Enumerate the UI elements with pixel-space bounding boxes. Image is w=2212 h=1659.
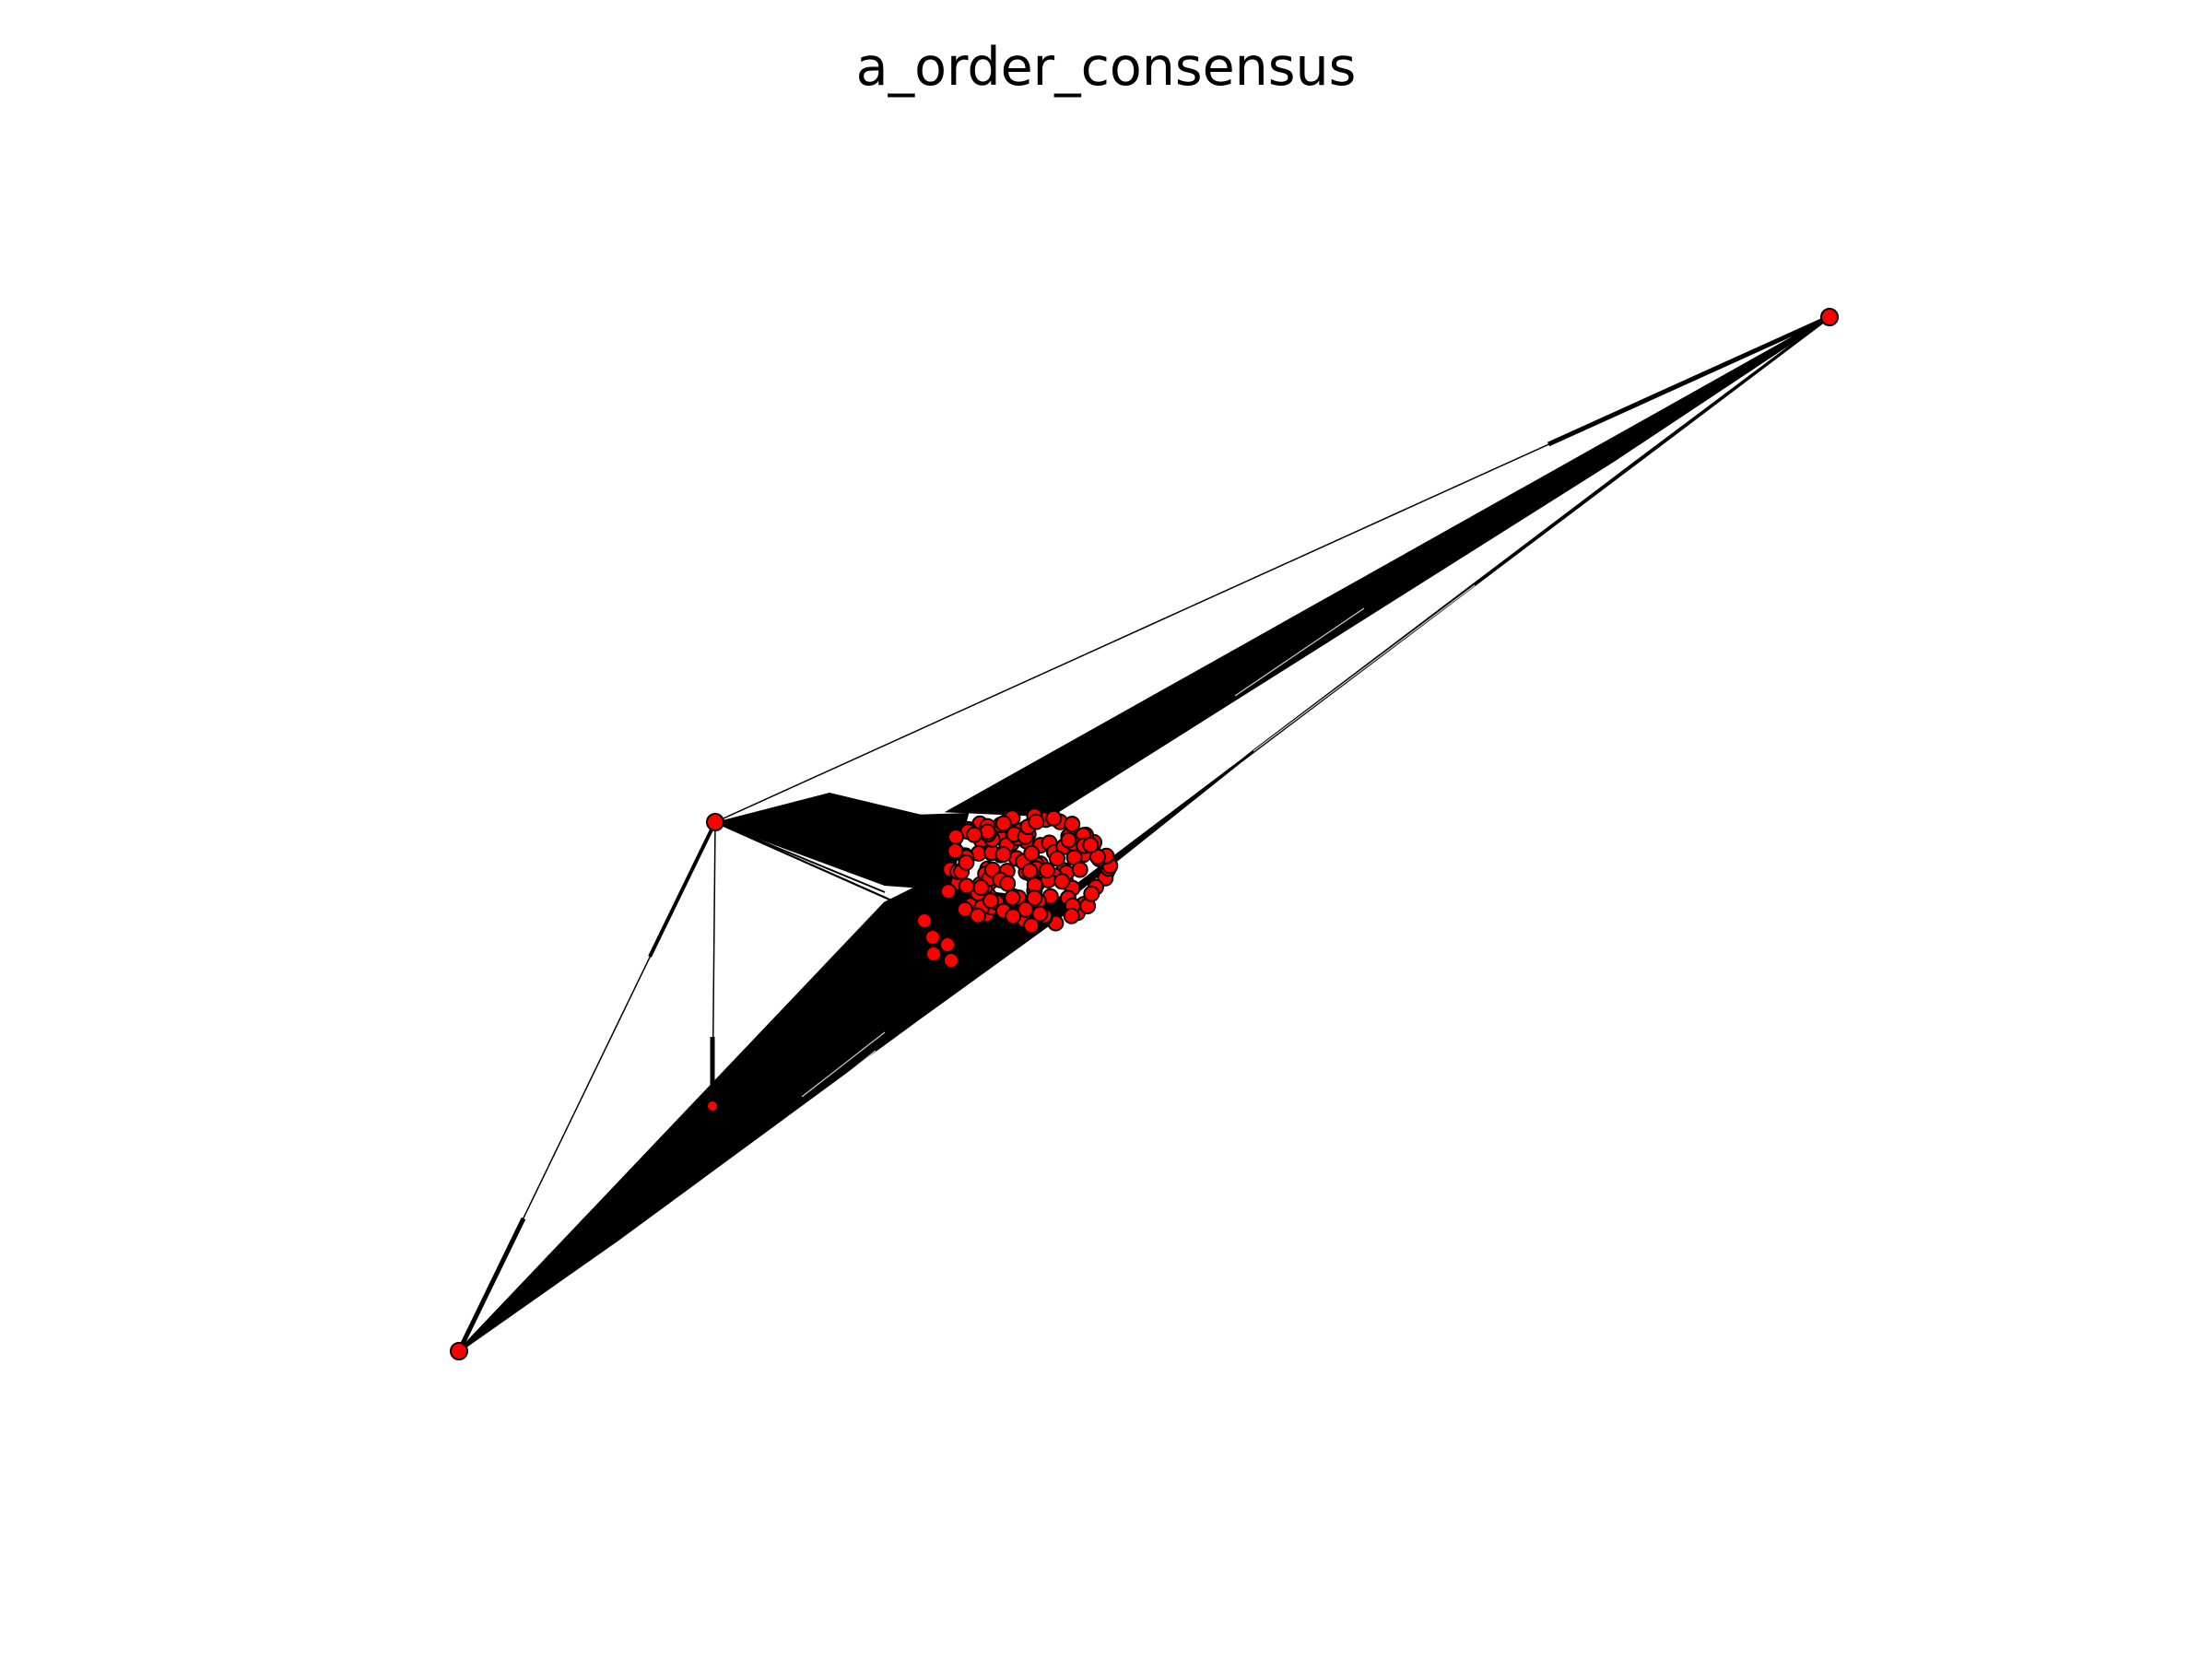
graph-node bbox=[994, 815, 1012, 832]
graph-node bbox=[1005, 908, 1022, 925]
edge-gap bbox=[829, 1050, 877, 1088]
node-layer bbox=[450, 308, 1839, 1360]
graph-node bbox=[1023, 844, 1041, 862]
graph-node bbox=[1053, 873, 1071, 890]
graph-node bbox=[1071, 861, 1088, 878]
graph-node bbox=[947, 842, 964, 860]
graph-node bbox=[958, 853, 975, 871]
graph-node bbox=[1082, 836, 1100, 853]
graph-node bbox=[999, 875, 1017, 892]
graph-node bbox=[706, 1100, 719, 1112]
edge-gap bbox=[1253, 584, 1476, 752]
graph-node bbox=[924, 929, 941, 946]
graph-node bbox=[956, 900, 973, 918]
edge-line bbox=[456, 1217, 526, 1353]
graph-node bbox=[1064, 816, 1081, 833]
graph-node bbox=[1026, 889, 1043, 907]
edge-gap-layer bbox=[801, 584, 1476, 1098]
graph-node bbox=[1023, 917, 1040, 935]
graph-node bbox=[1039, 862, 1055, 879]
edge-gap bbox=[1280, 644, 1383, 720]
edge-fan-lower bbox=[457, 883, 1083, 1353]
graph-node bbox=[1060, 831, 1077, 849]
graph-node bbox=[994, 846, 1012, 863]
graph-node bbox=[943, 952, 959, 969]
edge-fan-left-stub bbox=[715, 793, 922, 827]
graph-node bbox=[966, 826, 983, 843]
graph-node bbox=[1083, 885, 1100, 902]
graph-node bbox=[940, 883, 957, 900]
graph-node bbox=[979, 823, 996, 841]
edge-line bbox=[714, 821, 886, 893]
graph-node bbox=[916, 912, 933, 929]
edge-gap bbox=[1234, 607, 1365, 697]
edge-gap bbox=[1308, 607, 1439, 701]
graph-node bbox=[1045, 809, 1063, 827]
edge-line bbox=[714, 821, 923, 884]
graph-node bbox=[972, 879, 990, 896]
graph-node bbox=[969, 907, 986, 924]
graph-node bbox=[939, 936, 956, 953]
graph-node bbox=[1031, 905, 1049, 923]
graph-node bbox=[947, 829, 964, 845]
edge-layer bbox=[456, 314, 1831, 1353]
edge-gap bbox=[801, 1031, 886, 1098]
graph-node bbox=[982, 892, 999, 910]
graph-node bbox=[1028, 813, 1045, 830]
graph-node bbox=[1089, 848, 1106, 865]
graph-node bbox=[1004, 889, 1021, 907]
edge-fan-upper bbox=[944, 315, 1830, 818]
graph-node bbox=[706, 813, 724, 831]
graph-node bbox=[1063, 907, 1080, 924]
graph-node bbox=[1021, 863, 1039, 880]
graph-node bbox=[958, 877, 975, 895]
graph-node bbox=[925, 946, 942, 962]
graph-node bbox=[1049, 850, 1065, 867]
graph-node bbox=[450, 1342, 468, 1360]
graph-node bbox=[1820, 308, 1839, 326]
edge-line bbox=[1547, 314, 1831, 447]
graph-title: a_order_consensus bbox=[855, 37, 1357, 98]
edge-line bbox=[648, 821, 717, 958]
